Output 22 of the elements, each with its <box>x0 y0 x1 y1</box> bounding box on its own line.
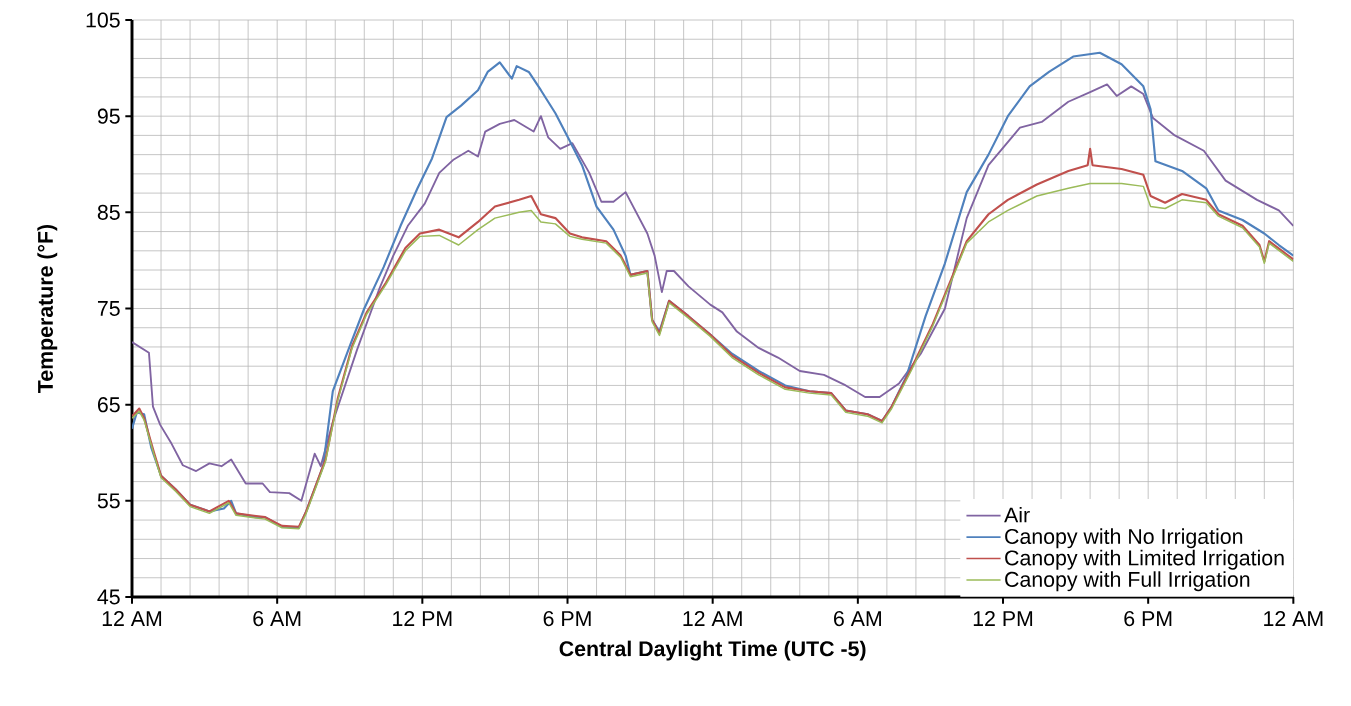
y-axis-title: Temperature (°F) <box>37 224 58 393</box>
y-tick-label: 95 <box>97 108 120 124</box>
x-tick-label: 12 PM <box>393 611 452 626</box>
legend-label: Canopy with Full Irrigation <box>1005 571 1250 592</box>
x-tick-label: 6 AM <box>253 611 301 627</box>
x-tick-label: 12 AM <box>102 611 162 626</box>
legend-label: Canopy with Limited Irrigation <box>1005 549 1284 570</box>
x-tick-label: 12 PM <box>973 611 1033 626</box>
x-tick-label: 6 PM <box>1124 611 1172 627</box>
x-tick-label: 12 AM <box>683 611 742 626</box>
x-tick-label: 6 AM <box>834 611 881 627</box>
y-tick-label: 65 <box>97 397 120 413</box>
x-tick-label: 12 AM <box>1264 611 1323 626</box>
x-tick-label: 6 PM <box>543 611 591 627</box>
y-tick-label: 45 <box>97 589 120 605</box>
y-tick-label: 85 <box>97 204 120 220</box>
y-tick-label: 75 <box>97 301 120 316</box>
legend-label: Air <box>1004 506 1030 523</box>
x-axis-title: Central Daylight Time (UTC -5) <box>559 640 866 661</box>
y-tick-label: 105 <box>86 12 120 28</box>
legend-label: Canopy with No Irrigation <box>1005 528 1243 549</box>
y-tick-label: 55 <box>97 493 120 509</box>
